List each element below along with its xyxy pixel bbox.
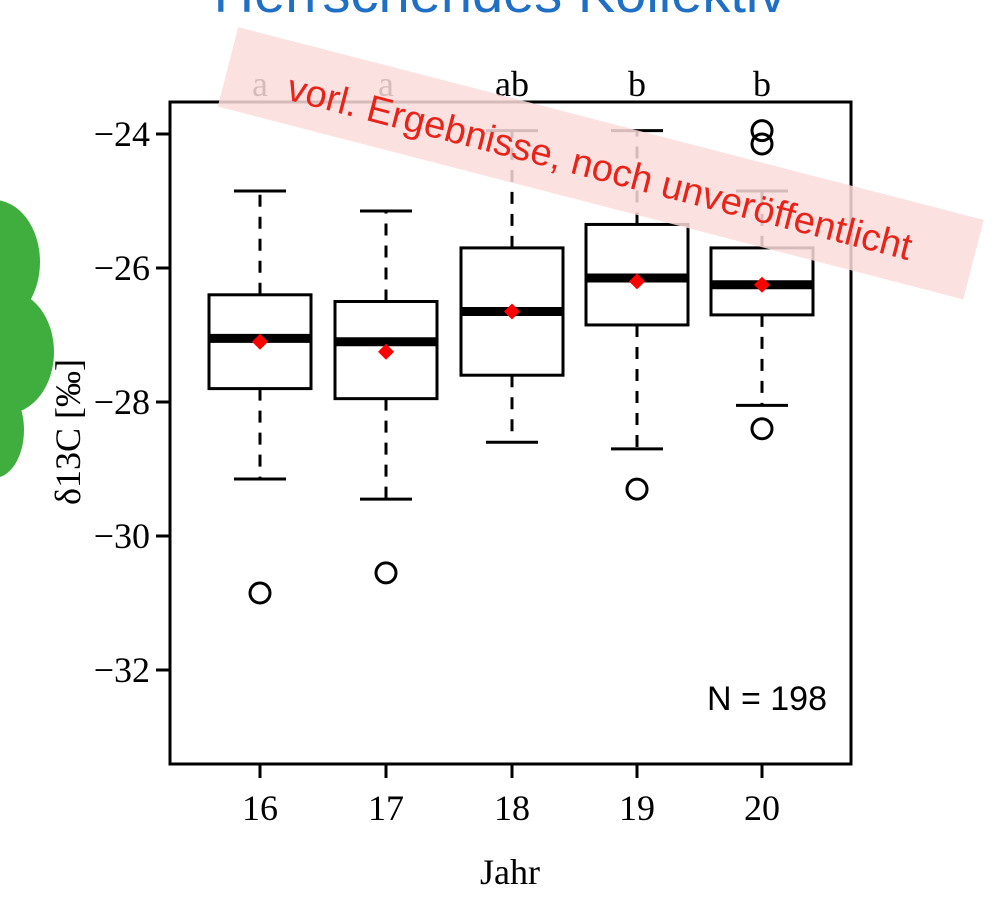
x-tick-label: 18: [494, 788, 530, 828]
mean-marker: [754, 276, 770, 293]
group-letter: b: [753, 64, 771, 104]
green-blob-icon: [0, 200, 54, 478]
y-axis-title: δ13C [‰]: [48, 359, 88, 505]
x-tick-label: 16: [242, 788, 278, 828]
box-17: [333, 209, 439, 585]
y-tick-label: −30: [94, 516, 150, 556]
mean-marker: [629, 273, 645, 290]
slide-title: Herrschendes Kollektiv: [214, 0, 787, 24]
box-16: [207, 189, 313, 605]
outlier-point: [750, 119, 774, 143]
y-axis: −24 −26 −28 −30 −32: [94, 114, 170, 690]
outlier-point: [750, 132, 774, 156]
mean-marker: [504, 303, 520, 320]
outlier-point: [374, 561, 398, 585]
y-tick-label: −28: [94, 382, 150, 422]
group-letter: b: [628, 64, 646, 104]
outlier-point: [625, 477, 649, 501]
y-tick-label: −26: [94, 248, 150, 288]
x-tick-label: 20: [744, 788, 780, 828]
outlier-point: [248, 581, 272, 605]
y-tick-label: −32: [94, 650, 150, 690]
sample-size-label: N = 198: [707, 680, 827, 718]
x-tick-label: 17: [368, 788, 404, 828]
box-18: [459, 129, 565, 444]
y-tick-label: −24: [94, 114, 150, 154]
boxplot-series: [207, 119, 815, 605]
mean-marker: [378, 343, 394, 360]
mean-marker: [252, 333, 268, 350]
x-tick-label: 19: [619, 788, 655, 828]
x-axis: 16 17 18 19 20: [242, 764, 780, 828]
x-axis-title: Jahr: [480, 852, 540, 892]
outlier-point: [750, 417, 774, 441]
